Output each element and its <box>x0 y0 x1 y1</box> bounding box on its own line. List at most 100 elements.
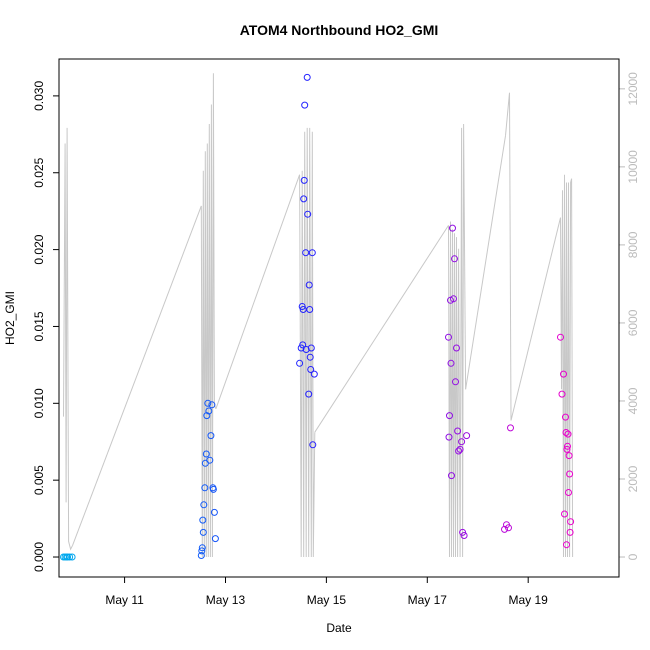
data-point <box>448 472 455 480</box>
bottom-axis: May 11 May 13 May 15 May 17 May 19 <box>105 577 548 607</box>
data-point <box>456 445 464 453</box>
data-point <box>463 432 471 440</box>
data-point <box>204 399 212 407</box>
data-point <box>308 249 316 257</box>
y2-tick-label: 6000 <box>626 309 640 336</box>
x-axis-label: Date <box>326 621 352 635</box>
data-point <box>201 484 209 492</box>
data-point <box>306 353 314 361</box>
data-point <box>560 370 567 378</box>
altitude-transit <box>215 174 301 409</box>
data-point <box>299 341 307 349</box>
data-point <box>501 525 508 533</box>
data-point <box>211 535 219 543</box>
y2-tick-label: 12000 <box>626 72 640 106</box>
data-point <box>303 73 311 81</box>
data-point <box>505 524 512 532</box>
data-point <box>451 255 458 263</box>
data-point <box>564 430 572 438</box>
data-point <box>300 195 308 203</box>
y2-tick-label: 10000 <box>626 150 640 184</box>
data-point <box>566 528 574 536</box>
altitude-segment <box>200 73 217 558</box>
data-point <box>507 424 514 432</box>
data-point <box>309 441 317 449</box>
data-point <box>210 508 218 516</box>
data-point <box>450 295 457 303</box>
data-point <box>567 518 575 526</box>
y-tick-label: 0.020 <box>32 234 46 264</box>
x-tick-label: May 15 <box>307 593 347 607</box>
altitude-segment <box>560 174 574 558</box>
data-point <box>68 553 76 561</box>
data-point <box>66 553 74 561</box>
data-point <box>304 210 312 218</box>
data-point <box>198 547 206 555</box>
altitude-line <box>63 73 574 558</box>
data-point <box>565 489 572 496</box>
points-layer <box>60 73 575 561</box>
altitude-segment <box>299 127 316 558</box>
data-point <box>300 176 308 184</box>
altitude-segment <box>505 92 512 421</box>
y-tick-label: 0.030 <box>32 81 46 111</box>
data-point <box>445 433 453 441</box>
y-axis-label: HO2_GMI <box>3 291 17 345</box>
data-point <box>566 470 574 478</box>
y2-tick-label: 2000 <box>626 465 640 492</box>
data-point <box>296 359 304 367</box>
data-point <box>445 333 452 341</box>
data-point <box>449 224 456 232</box>
y-tick-label: 0.025 <box>32 157 46 187</box>
data-point <box>557 333 564 341</box>
data-point <box>301 101 309 109</box>
data-point <box>209 485 217 493</box>
altitude-segment <box>63 127 74 551</box>
data-point <box>305 390 313 398</box>
data-point <box>307 344 315 352</box>
data-point <box>453 344 460 352</box>
right-axis: 0 2000 4000 6000 8000 10000 12000 <box>619 72 640 560</box>
data-point <box>306 306 314 313</box>
data-point <box>307 366 315 373</box>
data-point <box>64 553 72 561</box>
data-point <box>208 401 216 409</box>
plot-frame <box>58 58 620 578</box>
data-point <box>455 447 463 455</box>
data-point <box>203 412 211 420</box>
data-point <box>558 390 566 398</box>
y2-tick-label: 0 <box>626 553 640 560</box>
data-point <box>207 432 215 440</box>
data-point <box>561 510 568 518</box>
data-point <box>452 378 459 386</box>
x-tick-label: May 17 <box>408 593 448 607</box>
y-tick-label: 0.010 <box>32 388 46 418</box>
data-point <box>199 516 207 524</box>
chart-title: ATOM4 Northbound HO2_GMI <box>240 22 439 38</box>
data-point <box>198 544 206 552</box>
data-point <box>460 532 468 539</box>
altitude-transit <box>510 217 561 421</box>
data-point <box>205 407 213 415</box>
y2-tick-label: 4000 <box>626 387 640 414</box>
data-point <box>199 528 207 536</box>
data-point <box>305 281 313 289</box>
data-point <box>302 249 310 257</box>
data-point <box>562 413 569 421</box>
data-point <box>458 438 466 446</box>
data-point <box>454 427 462 435</box>
data-point <box>206 456 214 464</box>
data-point <box>447 359 455 367</box>
data-point <box>310 370 318 378</box>
data-point <box>197 552 205 559</box>
data-point <box>200 501 208 509</box>
data-point <box>563 541 570 549</box>
y-tick-label: 0.005 <box>32 465 46 495</box>
data-point <box>564 442 571 450</box>
altitude-segment <box>448 123 467 558</box>
y-tick-label: 0.000 <box>32 542 46 572</box>
data-point <box>563 445 571 453</box>
data-point <box>562 429 570 436</box>
altitude-transit <box>465 135 506 390</box>
y-tick-label: 0.015 <box>32 311 46 341</box>
